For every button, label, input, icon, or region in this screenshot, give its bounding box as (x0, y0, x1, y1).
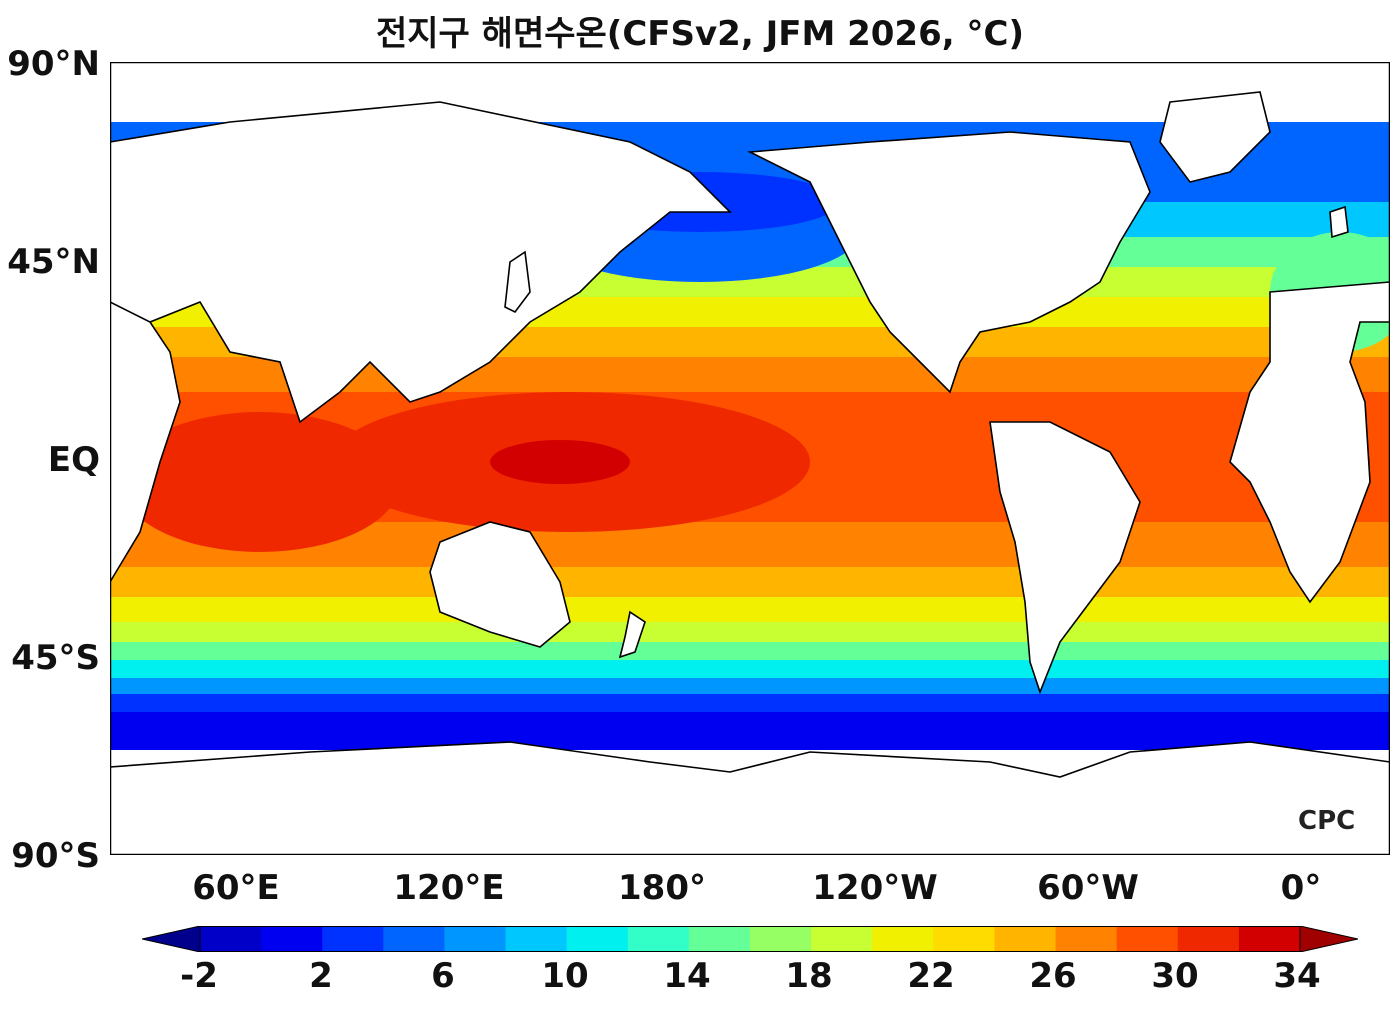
x-tick-label-180: 180° (618, 868, 706, 908)
x-tick-label-60e: 60°E (192, 868, 280, 908)
cpc-logo: CPC (1298, 806, 1356, 836)
x-tick-label-120w: 120°W (812, 868, 938, 908)
colorbar-segment (933, 926, 995, 952)
colorbar (142, 926, 1358, 952)
colorbar-segment (200, 926, 262, 952)
colorbar-label-m2: -2 (180, 956, 218, 996)
colorbar-label-10: 10 (541, 956, 589, 996)
colorbar-segment (994, 926, 1057, 952)
sst-map (110, 62, 1390, 855)
colorbar-segment (750, 926, 812, 952)
colorbar-label-26: 26 (1029, 956, 1077, 996)
colorbar-segment (444, 926, 507, 952)
colorbar-segment (322, 926, 384, 952)
colorbar-segment (811, 926, 873, 952)
colorbar-label-34: 34 (1273, 956, 1321, 996)
colorbar-segment (688, 926, 751, 952)
colorbar-segment (261, 926, 323, 952)
colorbar-segment (1238, 926, 1301, 952)
colorbar-extend-high (1299, 926, 1358, 952)
colorbar-segment (1055, 926, 1118, 952)
x-tick-label-60w: 60°W (1037, 868, 1139, 908)
colorbar-label-14: 14 (663, 956, 711, 996)
colorbar-segment (1116, 926, 1179, 952)
y-tick-label-45s: 45°S (11, 638, 100, 678)
colorbar-extend-low (142, 926, 201, 952)
colorbar-segment (1177, 926, 1240, 952)
colorbar-label-22: 22 (907, 956, 955, 996)
y-tick-label-90s: 90°S (11, 836, 100, 876)
colorbar-segment (872, 926, 934, 952)
colorbar-segment (505, 926, 568, 952)
y-tick-label-90n: 90°N (7, 44, 100, 84)
colorbar-label-6: 6 (431, 956, 455, 996)
x-tick-label-0: 0° (1280, 868, 1322, 908)
x-tick-label-120e: 120°E (393, 868, 505, 908)
colorbar-label-2: 2 (309, 956, 333, 996)
colorbar-label-30: 30 (1151, 956, 1199, 996)
y-tick-label-eq: EQ (47, 440, 100, 480)
colorbar-label-18: 18 (785, 956, 833, 996)
colorbar-segment (383, 926, 445, 952)
colorbar-segment (627, 926, 690, 952)
y-tick-label-45n: 45°N (7, 242, 100, 282)
map-title: 전지구 해면수온(CFSv2, JFM 2026, °C) (376, 14, 1024, 54)
colorbar-segment (566, 926, 629, 952)
